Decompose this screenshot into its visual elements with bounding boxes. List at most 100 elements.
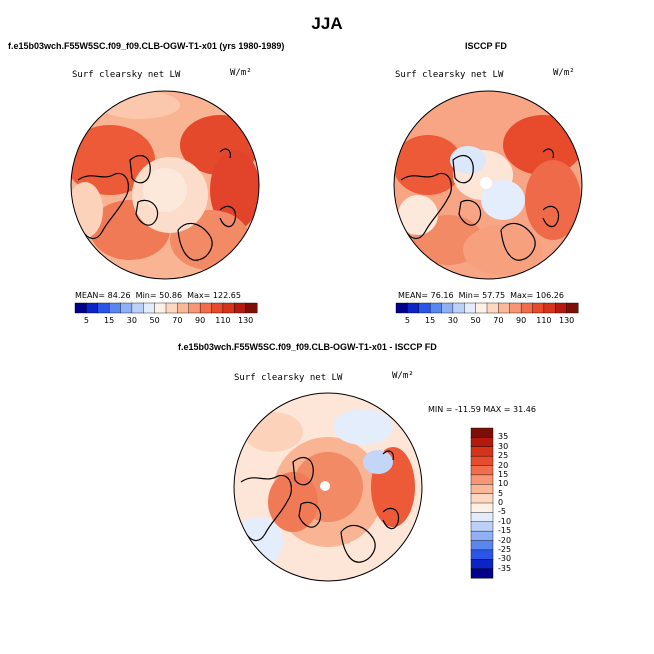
panel-model-colorbar-tick-label: 130 bbox=[237, 316, 254, 325]
panel-obs-colorbar-tick-label: 30 bbox=[447, 316, 458, 325]
panel-diff-coastlines bbox=[240, 450, 400, 563]
panel-model-stats: MEAN= 84.26 Min= 50.86 Max= 122.65 bbox=[75, 291, 260, 300]
panel-diff-colorbar-tick-label: -30 bbox=[498, 554, 512, 564]
panel-obs-colorbar-swatch bbox=[509, 302, 522, 314]
panel-model-subtitle: Surf clearsky net LW bbox=[72, 70, 181, 80]
panel-diff-colorbar-tick-label: -25 bbox=[498, 544, 512, 554]
panel-obs-colorbar-swatch bbox=[486, 302, 499, 314]
panel-diff-colorbar-tick-label: -5 bbox=[498, 507, 506, 517]
panel-model-max: 122.65 bbox=[212, 291, 241, 300]
panel-obs-colorbar-swatch bbox=[520, 302, 534, 314]
panel-model-map bbox=[70, 90, 260, 280]
panel-model-colorbar-swatch bbox=[131, 302, 144, 314]
panel-obs-header: ISCCP FD bbox=[465, 41, 507, 51]
panel-obs-colorbar-tick-label: 90 bbox=[516, 316, 527, 325]
panel-model-colorbar-labels: 5 15 30 50 70 90 110 130 bbox=[75, 316, 257, 326]
panel-model-colorbar-swatch bbox=[97, 302, 110, 314]
panel-diff-colorbar-swatch bbox=[470, 559, 494, 570]
panel-model-colorbar-swatch bbox=[143, 302, 156, 314]
panel-obs-colorbar-labels: 5 15 30 50 70 90 110 130 bbox=[396, 316, 578, 326]
panel-diff-subtitle: Surf clearsky net LW bbox=[234, 373, 343, 383]
panel-model-min-label: Min= bbox=[135, 291, 157, 300]
panel-diff-colorbar-swatch bbox=[470, 540, 494, 551]
panel-obs-max-label: Max= bbox=[510, 291, 534, 300]
panel-diff-colorbar-swatch bbox=[470, 521, 494, 532]
figure-title: JJA bbox=[311, 14, 343, 33]
panel-obs-colorbar-swatch bbox=[441, 302, 454, 314]
panel-model-colorbar-swatch bbox=[245, 302, 258, 314]
panel-diff-colorbar-labels: 35 30 25 20 15 10 5 0 -5 -10 -15 -20 -25 -30 -35 bbox=[496, 428, 526, 578]
panel-obs-colorbar-tick-label: 5 bbox=[404, 316, 410, 325]
panel-obs-map bbox=[393, 90, 583, 280]
panel-obs-colorbar-swatch bbox=[543, 302, 556, 314]
panel-model-max-label: Max= bbox=[187, 291, 211, 300]
panel-model-colorbar-swatch bbox=[222, 302, 235, 314]
panel-model-mean: 84.26 bbox=[107, 291, 131, 300]
panel-diff-colorbar bbox=[470, 427, 494, 579]
panel-obs-subtitle: Surf clearsky net LW bbox=[395, 70, 504, 80]
panel-diff-colorbar-tick-label: 5 bbox=[498, 488, 504, 498]
panel-model-colorbar-tick-label: 70 bbox=[172, 316, 183, 325]
panel-diff-units: W/m² bbox=[392, 371, 414, 381]
panel-model-colorbar-swatch bbox=[177, 302, 190, 314]
panel-diff-colorbar-tick-label: 10 bbox=[498, 479, 509, 489]
panel-obs-colorbar-tick-label: 50 bbox=[470, 316, 481, 325]
panel-obs-colorbar-swatch bbox=[395, 302, 408, 314]
panel-model-min: 50.86 bbox=[159, 291, 183, 300]
panel-model-colorbar-tick-label: 5 bbox=[83, 316, 89, 325]
panel-obs-field bbox=[394, 91, 582, 279]
panel-diff-colorbar-swatch bbox=[470, 437, 494, 448]
panel-model-colorbar-swatch bbox=[120, 302, 133, 314]
panel-diff-colorbar-tick-label: 0 bbox=[498, 498, 504, 507]
panel-model-colorbar-swatch bbox=[199, 302, 213, 314]
panel-diff-colorbar-swatch bbox=[470, 474, 494, 485]
panel-model-header: f.e15b03wch.F55W5SC.f09_f09.CLB-OGW-T1-x… bbox=[8, 41, 285, 51]
panel-obs-colorbar-tick-label: 110 bbox=[536, 316, 552, 325]
panel-obs-colorbar-swatch bbox=[429, 302, 443, 314]
panel-diff-map bbox=[233, 392, 423, 582]
panel-model-colorbar-swatch bbox=[188, 302, 201, 314]
panel-model-colorbar-tick-label: 50 bbox=[149, 316, 160, 325]
panel-obs-colorbar-swatch bbox=[452, 302, 465, 314]
panel-obs-max: 106.26 bbox=[535, 291, 564, 300]
panel-model-colorbar-swatch bbox=[211, 302, 224, 314]
panel-obs-colorbar bbox=[395, 302, 579, 314]
panel-diff-colorbar-tick-label: -15 bbox=[498, 526, 512, 536]
panel-diff-colorbar-swatch bbox=[470, 568, 494, 579]
panel-model-units: W/m² bbox=[230, 68, 252, 78]
panel-obs-colorbar-swatch bbox=[555, 302, 568, 314]
panel-model-colorbar-tick-label: 110 bbox=[215, 316, 231, 325]
panel-model-colorbar-swatch bbox=[154, 302, 167, 314]
panel-obs-colorbar-swatch bbox=[498, 302, 511, 314]
panel-obs-colorbar-swatch bbox=[407, 302, 420, 314]
panel-obs-stats: MEAN= 76.16 Min= 57.75 Max= 106.26 bbox=[398, 291, 583, 300]
panel-diff-colorbar-tick-label: -35 bbox=[498, 563, 512, 573]
panel-model-colorbar-tick-label: 30 bbox=[126, 316, 137, 325]
panel-diff-colorbar-tick-label: 25 bbox=[498, 451, 509, 461]
panel-obs-colorbar-tick-label: 15 bbox=[425, 316, 436, 325]
panel-diff-colorbar-swatch bbox=[470, 446, 494, 457]
panel-obs-coastlines bbox=[400, 148, 560, 261]
panel-model-mean-label: MEAN= bbox=[75, 291, 106, 300]
panel-diff-colorbar-swatch bbox=[470, 530, 494, 542]
panel-obs-min-label: Min= bbox=[458, 291, 480, 300]
panel-model-colorbar-swatch bbox=[165, 302, 178, 314]
panel-model-colorbar bbox=[74, 302, 258, 314]
panel-obs-units: W/m² bbox=[553, 68, 575, 78]
panel-diff-colorbar-tick-label: -10 bbox=[498, 516, 512, 526]
panel-diff-colorbar-swatch bbox=[470, 549, 494, 560]
panel-diff-colorbar-tick-label: 35 bbox=[498, 432, 509, 442]
panel-diff-colorbar-swatch bbox=[470, 484, 494, 495]
panel-diff-colorbar-tick-label: 20 bbox=[498, 460, 509, 470]
panel-diff-stats: MIN = -11.59 MAX = 31.46 bbox=[428, 405, 536, 414]
panel-model-colorbar-swatch bbox=[86, 302, 99, 314]
panel-obs-min: 57.75 bbox=[482, 291, 506, 300]
panel-obs-colorbar-swatch bbox=[532, 302, 545, 314]
panel-diff-colorbar-swatch bbox=[470, 512, 494, 523]
panel-diff-border bbox=[233, 392, 423, 582]
panel-diff-colorbar-swatch bbox=[470, 493, 494, 504]
panel-model-colorbar-swatch bbox=[108, 302, 122, 314]
panel-obs-colorbar-tick-label: 130 bbox=[558, 316, 575, 325]
panel-diff-colorbar-swatch bbox=[470, 502, 494, 513]
panel-diff-colorbar-tick-label: 15 bbox=[498, 469, 509, 479]
